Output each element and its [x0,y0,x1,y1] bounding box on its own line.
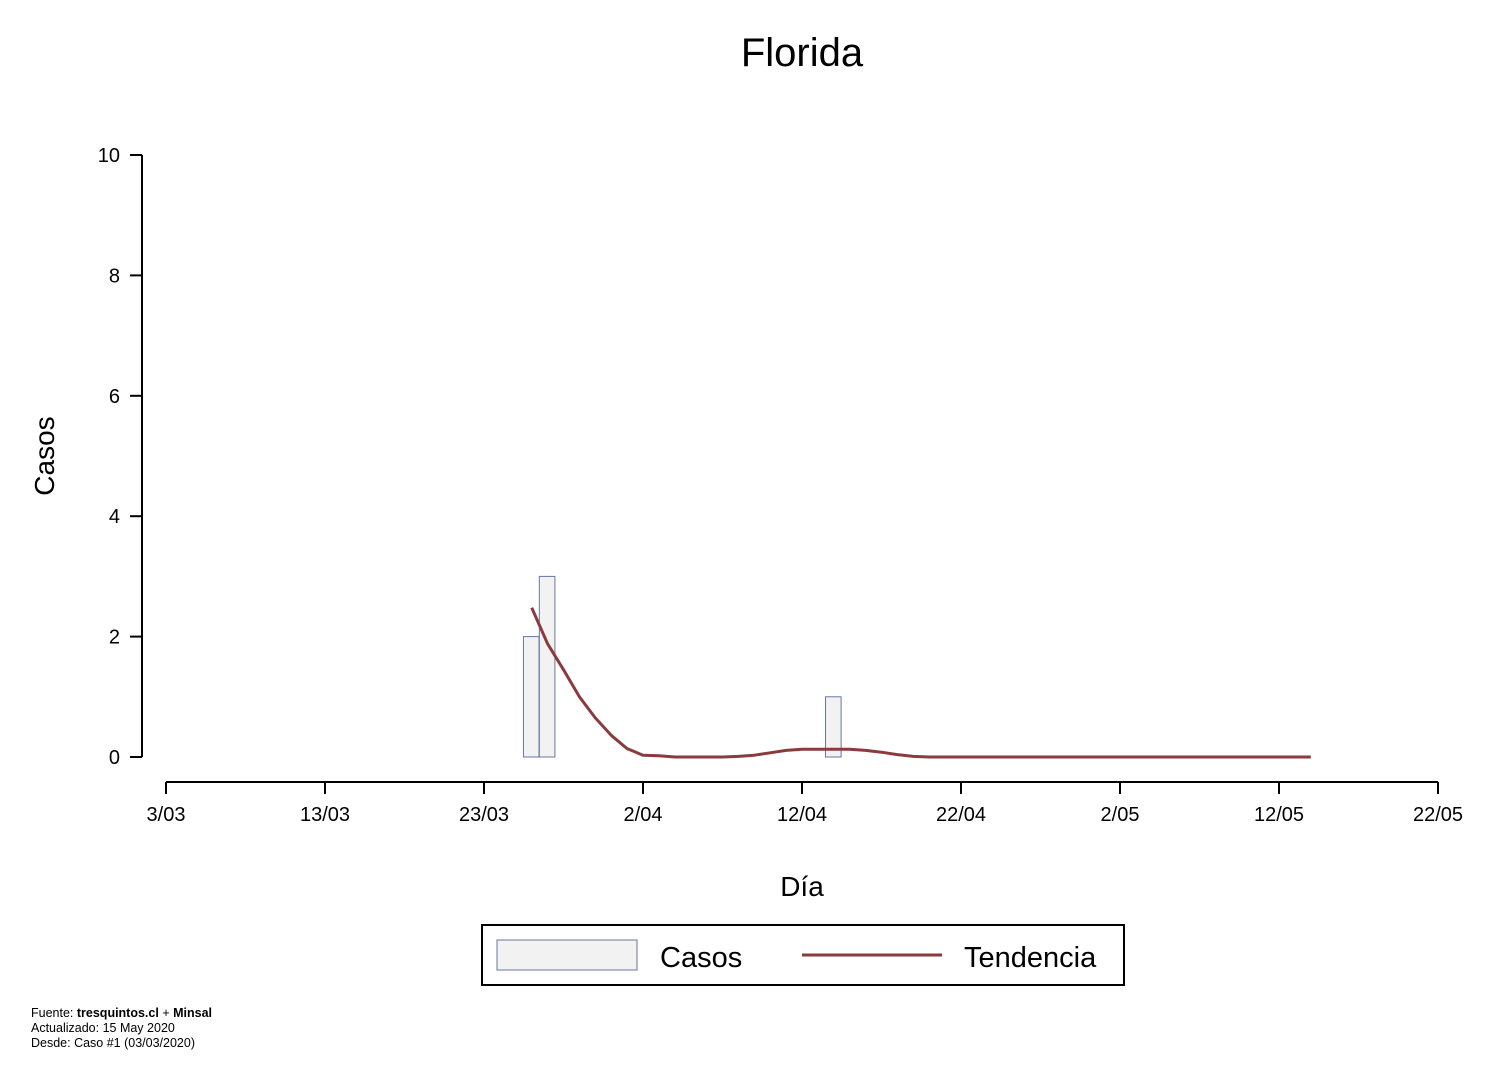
y-tick-label: 2 [109,627,120,649]
line-series-tendencia [530,607,1311,759]
x-tick-label: 22/05 [1413,804,1463,826]
x-tick-label: 23/03 [459,804,509,826]
x-axis-title: Día [780,871,824,902]
y-tick-label: 10 [98,145,120,167]
x-tick-label: 2/05 [1101,804,1140,826]
source-footer: Fuente: tresquintos.cl + Minsal Actualiz… [31,1006,212,1051]
x-tick-label: 2/04 [624,804,663,826]
trend-line [530,607,1311,759]
footer-org: Minsal [173,1006,213,1020]
legend-casos-swatch [496,939,638,971]
y-tick-label: 6 [109,386,120,408]
footer-site: tresquintos.cl [76,1006,159,1020]
x-tick-label: 12/05 [1254,804,1304,826]
y-axis-title: Casos [29,416,60,495]
x-axis: 3/03 13/03 23/03 2/04 12/04 22/04 2/05 12/05 22/… [147,781,1463,826]
legend-casos-label: Casos [660,942,742,974]
x-tick-label: 3/03 [147,804,186,826]
y-tick-label: 4 [109,506,120,528]
footer-desde: Desde: Caso #1 (03/03/2020) [31,1036,195,1050]
bars-series-casos [522,575,842,758]
legend: Casos Tendencia [481,924,1125,986]
footer-fuente: Fuente: tresquintos.cl + Minsal [31,1006,213,1020]
legend-tendencia-label: Tendencia [964,942,1097,974]
y-tick-label: 0 [109,747,120,769]
y-tick-label: 8 [109,265,120,287]
x-tick-label: 22/04 [936,804,986,826]
bar [825,696,842,758]
bar [522,636,540,758]
footer-actualizado: Actualizado: 15 May 2020 [31,1021,175,1035]
x-tick-label: 13/03 [300,804,350,826]
bar [538,575,556,758]
x-tick-label: 12/04 [777,804,827,826]
y-axis: 0 2 4 6 8 10 [98,145,143,769]
chart-title: Florida [741,31,864,75]
